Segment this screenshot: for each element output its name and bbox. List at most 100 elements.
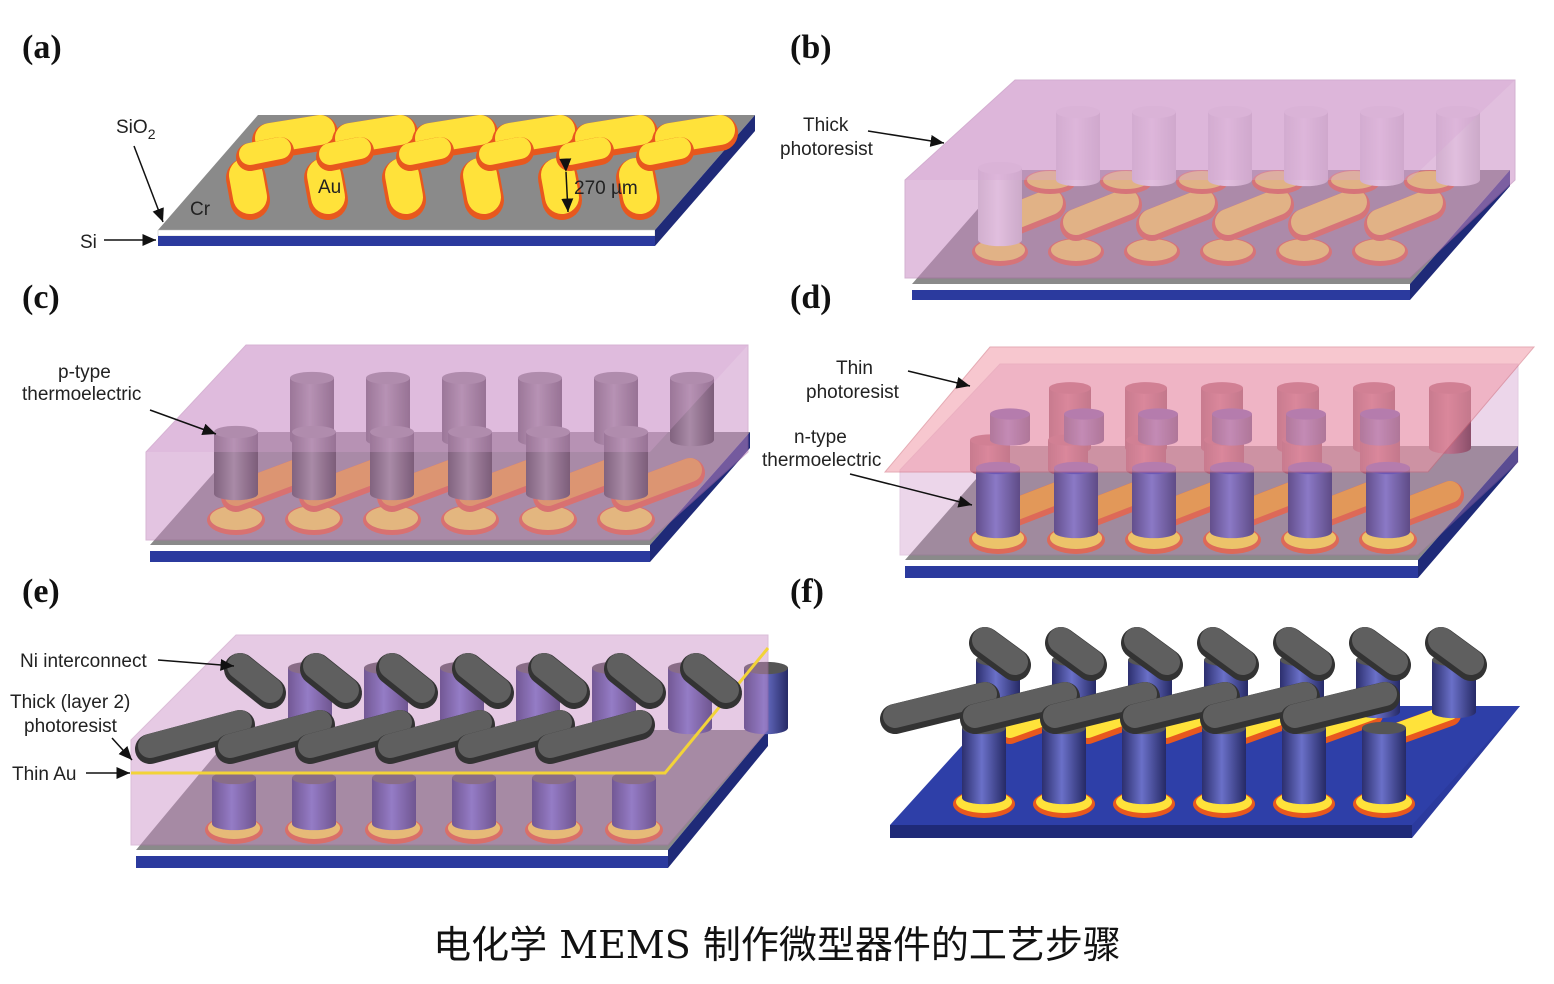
label-ntype-2: thermoelectric (762, 450, 881, 471)
ni-e-back-4 (531, 653, 587, 703)
ni-f-front-5 (1283, 682, 1397, 728)
pad-a-front-0 (229, 158, 267, 214)
figure-caption: 电化学 MEMS 制作微型器件的工艺步骤 (433, 923, 1121, 967)
panel-e: Ni interconnect Thick (layer 2) photores… (10, 634, 788, 868)
pad-a-back-5 (655, 115, 735, 153)
ni-e-back-3 (455, 653, 511, 703)
ni-f-back-0 (972, 627, 1028, 675)
pad-a-mid-5 (639, 137, 691, 165)
label-dimension: 270 µm (574, 178, 638, 199)
leg-e-front-3-cap (452, 771, 496, 785)
n-leg-d-front-5-base (1366, 525, 1410, 539)
pad-a-back-4 (575, 115, 655, 153)
label-thin-au: Thin Au (12, 764, 76, 785)
leg-e-front-3-base (452, 817, 496, 831)
panel-c-tag: (c) (22, 279, 60, 316)
ni-f-back-5 (1352, 627, 1408, 675)
ni-f-back-2 (1124, 627, 1180, 675)
label-thick-l2-2: photoresist (24, 716, 118, 737)
pad-a-mid-1 (319, 137, 371, 165)
panel-c: p-type thermoelectric (22, 344, 750, 562)
panel-b-tag: (b) (790, 29, 832, 66)
panel-c-photoresist (145, 344, 749, 541)
pad-a-mid-3 (479, 137, 531, 165)
label-thin-pr-2: photoresist (806, 382, 900, 403)
ni-e-back-5 (607, 653, 663, 703)
ni-f-back-3 (1200, 627, 1256, 675)
label-thick-pr-1: Thick (803, 115, 849, 136)
ni-f-front-0 (883, 682, 997, 728)
leg-f-front-4-body (1282, 728, 1326, 798)
leg-e-front-5-base (612, 817, 656, 831)
ni-e-back-1 (303, 653, 359, 703)
label-ptype-1: p-type (58, 362, 111, 383)
panel-e-ni-interconnects (135, 653, 742, 764)
leg-f-front-3-base (1202, 791, 1246, 805)
ni-e-front-0 (138, 710, 252, 758)
pad-a-mid-0 (239, 137, 291, 165)
panel-a-gold-pads (226, 115, 738, 220)
pad-a-mid-2 (399, 137, 451, 165)
ni-e-front-1 (218, 710, 332, 758)
leg-e-front-2-body (372, 778, 416, 824)
label-sio2: SiO2 (116, 117, 156, 142)
ni-f-front-4 (1203, 682, 1317, 728)
leg-f-front-1-base (1042, 791, 1086, 805)
leg-e-front-2-cap (372, 771, 416, 785)
pad-a-back-3 (495, 115, 575, 153)
leg-f-front-0-base (962, 791, 1006, 805)
leg-e-front-4-cap (532, 771, 576, 785)
pad-a-mid-4 (559, 137, 611, 165)
leg-e-front-2-base (372, 817, 416, 831)
n-leg-d-front-0-base (976, 525, 1020, 539)
pad-a-back-1 (335, 115, 415, 153)
panel-d-tag: (d) (790, 279, 832, 316)
leg-e-front-3-body (452, 778, 496, 824)
label-cr: Cr (190, 199, 211, 220)
ni-f-back-6 (1428, 627, 1484, 675)
ni-e-front-4 (458, 710, 572, 758)
leg-e-front-4-base (532, 817, 576, 831)
ni-f-front-2 (1043, 682, 1157, 728)
ni-f-back-1 (1048, 627, 1104, 675)
leg-f-front-2-base (1122, 791, 1166, 805)
leg-e-front-5-cap (612, 771, 656, 785)
label-si: Si (80, 232, 97, 253)
ni-e-front-2 (298, 710, 412, 758)
panel-b-thick-photoresist (904, 79, 1516, 279)
label-ntype-1: n-type (794, 427, 847, 448)
panel-d-photoresist (883, 346, 1536, 556)
ni-e-back-6 (683, 653, 739, 703)
ni-f-back-4 (1276, 627, 1332, 675)
pad-a-front-5 (619, 158, 657, 214)
leg-e-front-5-body (612, 778, 656, 824)
n-leg-d-front-0-body (976, 468, 1020, 532)
panel-a: SiO2 Si Cr Au 270 µm (80, 115, 755, 253)
label-thick-l2-1: Thick (layer 2) (10, 692, 130, 713)
n-leg-d-front-1-base (1054, 525, 1098, 539)
leg-e-front-4-body (532, 778, 576, 824)
leg-f-front-5-cap (1362, 721, 1406, 735)
panel-f-tag: (f) (790, 573, 824, 610)
n-leg-d-front-5-body (1366, 468, 1410, 532)
pad-a-front-1 (307, 158, 345, 214)
leg-e-back-6-body (744, 668, 788, 728)
pad-a-front-4 (541, 158, 579, 214)
n-leg-d-front-4-body (1288, 468, 1332, 532)
label-au: Au (318, 177, 341, 198)
panel-f-ni-interconnects (880, 627, 1487, 734)
n-leg-d-front-2-base (1132, 525, 1176, 539)
leg-f-front-1-body (1042, 728, 1086, 798)
leg-f-front-5-base (1362, 791, 1406, 805)
leg-f-front-0-body (962, 728, 1006, 798)
label-thin-pr-1: Thin (836, 358, 873, 379)
leg-f-front-4-base (1282, 791, 1326, 805)
n-leg-d-front-1-body (1054, 468, 1098, 532)
leg-e-front-1-cap (292, 771, 336, 785)
leg-e-front-0-base (212, 817, 256, 831)
leg-e-front-0-cap (212, 771, 256, 785)
panel-b: Thick photoresist (780, 79, 1516, 300)
pad-a-back-2 (415, 115, 495, 153)
n-leg-d-front-3-body (1210, 468, 1254, 532)
n-leg-d-front-4-base (1288, 525, 1332, 539)
